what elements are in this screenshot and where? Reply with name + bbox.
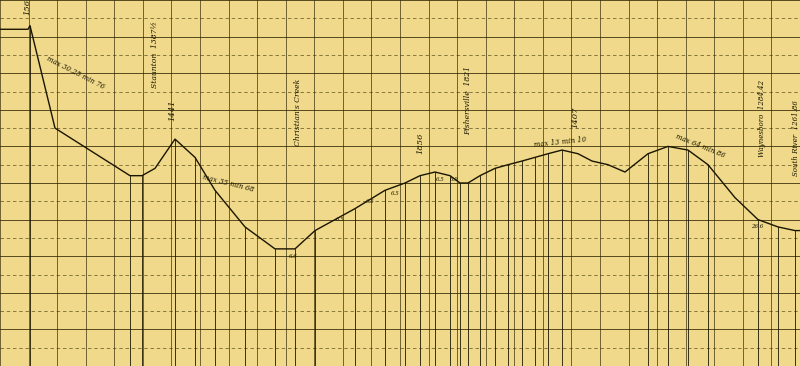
Text: max 35 min 68: max 35 min 68 xyxy=(202,173,254,193)
Text: Christian's Creek: Christian's Creek xyxy=(294,79,302,146)
Text: 6.5: 6.5 xyxy=(336,217,344,222)
Text: 6.9: 6.9 xyxy=(450,177,458,182)
Text: 1561: 1561 xyxy=(23,0,31,15)
Text: 26.6: 26.6 xyxy=(751,224,763,229)
Text: 1856: 1856 xyxy=(416,132,424,154)
Text: 6.5: 6.5 xyxy=(436,177,444,182)
Text: 1407: 1407 xyxy=(571,107,579,128)
Text: 1441: 1441 xyxy=(168,99,176,121)
Text: max 30.25 min 76: max 30.25 min 76 xyxy=(45,55,106,92)
Text: 6.5: 6.5 xyxy=(366,199,374,204)
Text: South River  1261.86: South River 1261.86 xyxy=(792,100,800,176)
Text: Staunton  1387½: Staunton 1387½ xyxy=(151,21,159,88)
Text: max 13 min 10: max 13 min 10 xyxy=(534,136,586,149)
Text: max 64 min 86: max 64 min 86 xyxy=(674,133,726,160)
Text: 6.6: 6.6 xyxy=(289,254,298,259)
Text: Waynesboro  1284.42: Waynesboro 1284.42 xyxy=(758,80,766,157)
Text: Fishersville  1821: Fishersville 1821 xyxy=(464,66,472,135)
Text: 6.5: 6.5 xyxy=(390,191,399,197)
